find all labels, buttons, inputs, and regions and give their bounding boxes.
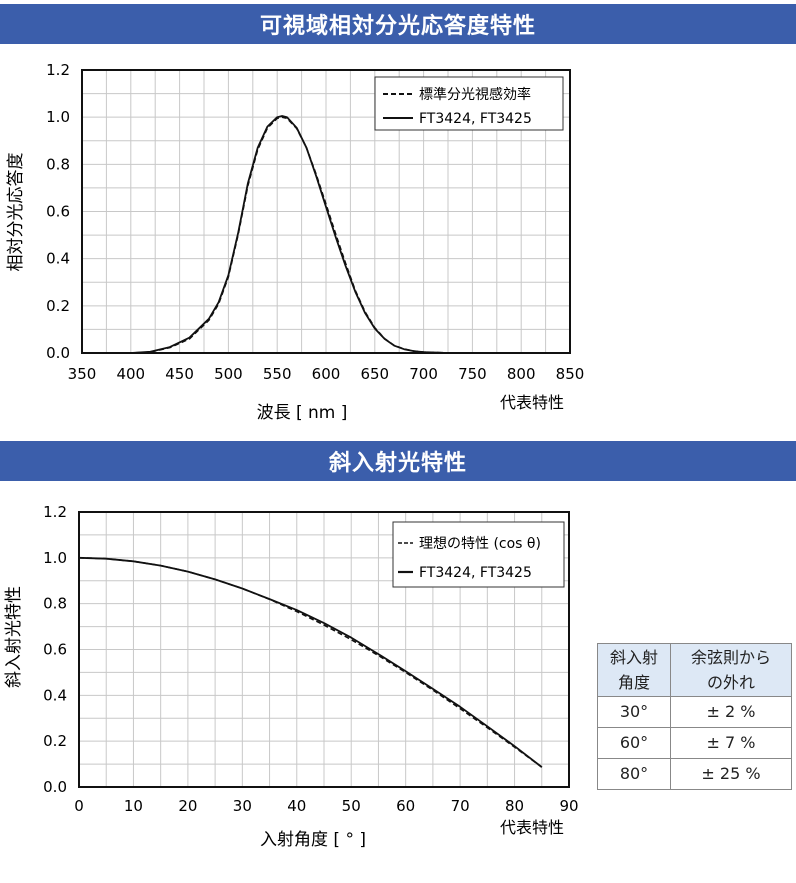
- x-tick-label: 850: [556, 365, 585, 383]
- x-tick-label: 70: [451, 797, 470, 815]
- header-text-line: 斜入射: [609, 648, 658, 667]
- x-tick-label: 550: [263, 365, 292, 383]
- oblique-incidence-chart: 0 10 20 30 40 50 60 70 80 90 0.0 0.2 0.4 0.6 0.8 1.0 1.…: [4, 503, 579, 850]
- y-tick-labels: 0.0 0.2 0.4 0.6 0.8 1.0 1.2: [46, 61, 70, 362]
- deviation-cell: ± 7 %: [670, 727, 792, 759]
- deviation-cell: ± 25 %: [670, 758, 792, 790]
- legend: 標準分光視感効率 FT3424, FT3425: [374, 76, 564, 131]
- legend-label-series-2: FT3424, FT3425: [419, 111, 532, 127]
- y-tick-label: 0.6: [43, 641, 67, 659]
- representative-note: 代表特性: [500, 393, 564, 412]
- section-title-oblique: 斜入射光特性: [0, 441, 796, 481]
- y-axis-label: 斜入射光特性: [4, 586, 24, 688]
- x-tick-label: 750: [458, 365, 487, 383]
- x-tick-labels: 350 400 450 500 550 600 650 700 750 800 850: [68, 365, 585, 383]
- angle-cell: 80°: [597, 758, 671, 790]
- y-tick-label: 0.6: [46, 203, 70, 221]
- plot-frame: [78, 511, 570, 788]
- cosine-deviation-table: 斜入射角度 余弦則からの外れ 30° ± 2 % 60° ± 7 % 80° ±…: [597, 643, 792, 790]
- y-tick-label: 1.2: [46, 61, 70, 79]
- y-tick-label: 0.4: [43, 686, 67, 704]
- legend: 理想の特性 (cos θ) FT3424, FT3425: [392, 521, 565, 588]
- y-tick-label: 0.4: [46, 250, 70, 268]
- x-tick-label: 60: [396, 797, 415, 815]
- y-tick-label: 1.0: [43, 549, 67, 567]
- y-tick-label: 0.8: [43, 595, 67, 613]
- y-tick-label: 0.0: [46, 344, 70, 362]
- x-axis-label: 波長 [ nm ]: [257, 403, 348, 423]
- y-tick-labels: 0.0 0.2 0.4 0.6 0.8 1.0 1.2: [43, 503, 67, 796]
- x-tick-label: 50: [342, 797, 361, 815]
- series-lines: [111, 115, 473, 354]
- legend-label-series-2: FT3424, FT3425: [419, 565, 532, 581]
- x-tick-label: 500: [214, 365, 243, 383]
- header-text-line: 角度: [617, 673, 650, 692]
- y-tick-label: 0.2: [46, 297, 70, 315]
- header-incidence-angle: 斜入射 角度: [597, 643, 671, 697]
- series-line-2: [111, 115, 473, 354]
- x-tick-label: 80: [505, 797, 524, 815]
- x-tick-label: 90: [559, 797, 578, 815]
- x-tick-label: 30: [233, 797, 252, 815]
- x-tick-label: 800: [507, 365, 536, 383]
- series-line-2: [78, 556, 543, 768]
- legend-box: [374, 76, 564, 131]
- x-tick-label: 350: [68, 365, 97, 383]
- y-tick-label: 0.0: [43, 778, 67, 796]
- legend-label-series-1: 標準分光視感効率: [419, 86, 531, 103]
- table-row: 80° ± 25 %: [597, 758, 792, 790]
- x-tick-label: 650: [360, 365, 389, 383]
- x-tick-label: 400: [116, 365, 145, 383]
- x-tick-label: 40: [287, 797, 306, 815]
- angle-cell: 60°: [597, 727, 671, 759]
- y-tick-label: 0.2: [43, 732, 67, 750]
- x-tick-labels: 0 10 20 30 40 50 60 70 80 90: [74, 797, 578, 815]
- table-header-row: 斜入射角度 余弦則からの外れ: [597, 643, 792, 697]
- series-line-1: [78, 557, 543, 768]
- angle-cell: 30°: [597, 696, 671, 728]
- y-tick-label: 0.8: [46, 155, 70, 173]
- x-tick-label: 600: [312, 365, 341, 383]
- x-tick-label: 450: [165, 365, 194, 383]
- y-tick-label: 1.2: [43, 503, 67, 521]
- table-row: 30° ± 2 %: [597, 696, 792, 728]
- x-tick-label: 20: [178, 797, 197, 815]
- header-text-line: の外れ: [706, 673, 755, 692]
- series-lines: [78, 556, 543, 768]
- representative-note: 代表特性: [500, 818, 564, 837]
- deviation-cell: ± 2 %: [670, 696, 792, 728]
- x-tick-label: 10: [124, 797, 143, 815]
- plot-frame: [81, 69, 571, 354]
- x-tick-label: 0: [74, 797, 84, 815]
- x-tick-label: 700: [409, 365, 438, 383]
- header-text-line: 余弦則から: [690, 648, 771, 667]
- x-axis-label: 入射角度 [ ° ]: [260, 830, 366, 850]
- y-tick-label: 1.0: [46, 108, 70, 126]
- legend-label-series-1: 理想の特性 (cos θ): [419, 536, 541, 552]
- section-title-spectral: 可視域相対分光応答度特性: [0, 4, 796, 44]
- table-row: 60° ± 7 %: [597, 727, 792, 759]
- y-axis-label: 相対分光応答度: [6, 153, 26, 272]
- header-deviation: 余弦則から の外れ: [670, 643, 792, 697]
- legend-box: [392, 521, 565, 588]
- spectral-response-chart: 350 400 450 500 550 600 650 700 750 800 850 0.0 0.2…: [6, 61, 585, 423]
